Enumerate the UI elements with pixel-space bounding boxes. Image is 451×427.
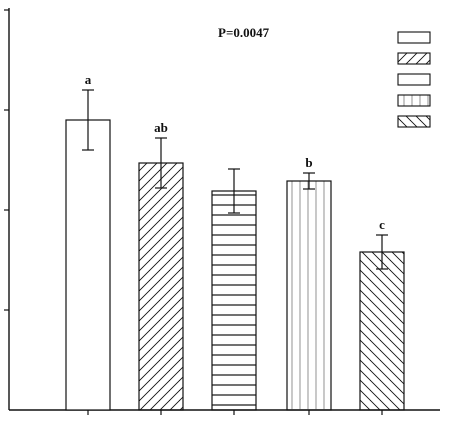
bar (286, 180, 332, 411)
legend-swatch (397, 94, 431, 107)
significance-label: b (305, 155, 312, 170)
bars-group: a ab b c (65, 72, 405, 415)
bar (359, 251, 405, 411)
bar (138, 162, 184, 411)
bar (211, 190, 257, 411)
legend-swatch (397, 52, 431, 65)
significance-label: a (85, 72, 92, 87)
p-value-annotation: P=0.0047 (218, 25, 270, 40)
bar (65, 119, 111, 411)
significance-label: c (379, 217, 385, 232)
significance-label: ab (154, 120, 168, 135)
legend-swatch (397, 115, 431, 128)
legend-swatch (397, 73, 431, 86)
legend (397, 31, 431, 128)
legend-swatch (397, 31, 431, 44)
y-axis (4, 8, 10, 410)
